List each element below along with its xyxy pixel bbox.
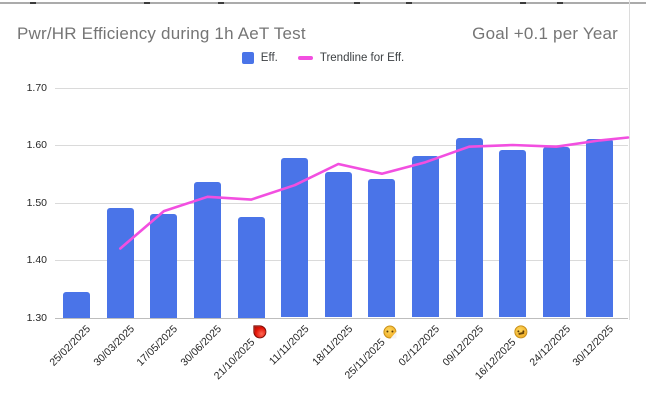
eff-bar[interactable]: [412, 155, 439, 318]
eff-bar[interactable]: [368, 178, 396, 318]
eff-bar[interactable]: [586, 138, 614, 318]
eff-bar[interactable]: [150, 214, 178, 318]
legend-item-trendline[interactable]: Trendline for Eff.: [297, 52, 405, 64]
x-tick-label: 02/12/2025: [396, 323, 442, 369]
x-tick-label: 30/06/2025: [178, 323, 224, 369]
eff-bar[interactable]: [237, 216, 265, 318]
chart-right-border: [629, 0, 630, 320]
legend-label-eff: Eff.: [260, 52, 278, 64]
eff-bar[interactable]: [106, 208, 134, 318]
sheet-gridline-tick: [30, 2, 36, 4]
x-tick-label: 30/03/2025: [91, 323, 137, 369]
sheet-gridline-tick: [144, 2, 150, 4]
eff-series-swatch-icon: [241, 52, 254, 64]
sheet-top-edge: [0, 2, 646, 4]
x-tick-label: 18/11/2025: [309, 323, 355, 369]
eff-bar[interactable]: [281, 157, 309, 318]
x-axis-line: [55, 317, 628, 319]
chart-title: Pwr/HR Efficiency during 1h AeT Test: [17, 24, 306, 43]
x-tick-label: 17/05/2025: [134, 323, 181, 369]
sheet-gridline-tick: [557, 2, 563, 4]
sheet-gridline-tick: [354, 2, 360, 4]
y-tick-label: 1.50: [26, 196, 47, 209]
sneezing-face-emoji: [383, 325, 397, 339]
goal-annotation: Goal +0.1 per Year: [472, 24, 618, 43]
y-tick-label: 1.60: [26, 139, 47, 151]
eff-bar[interactable]: [499, 149, 527, 318]
legend-item-eff[interactable]: Eff.: [241, 52, 278, 64]
legend: Eff. Trendline for Eff.: [0, 52, 646, 64]
legend-label-trendline: Trendline for Eff.: [319, 52, 405, 64]
eff-bar[interactable]: [542, 146, 570, 318]
eff-bar[interactable]: [63, 291, 91, 318]
trendline-swatch-icon: [297, 56, 313, 60]
x-tick-label: 25/02/2025: [47, 323, 94, 369]
eff-bar[interactable]: [194, 182, 221, 318]
blood-drop-emoji: [252, 325, 266, 339]
gridline: [55, 145, 628, 146]
eff-bar[interactable]: [324, 172, 352, 318]
eff-bar[interactable]: [455, 138, 483, 318]
sheet-gridline-tick: [520, 2, 526, 4]
sheet-gridline-tick: [218, 2, 224, 4]
x-tick-label: 24/12/2025: [527, 323, 573, 369]
y-tick-label: 1.40: [26, 254, 47, 266]
gridline: [55, 87, 628, 89]
sick-face-emoji: [514, 325, 528, 339]
x-tick-label: 11/11/2025: [266, 323, 312, 368]
x-tick-label: 30/12/2025: [570, 323, 617, 369]
y-tick-label: 1.30: [26, 311, 47, 324]
sheet-gridline-tick: [406, 2, 412, 4]
y-tick-label: 1.70: [26, 81, 47, 94]
